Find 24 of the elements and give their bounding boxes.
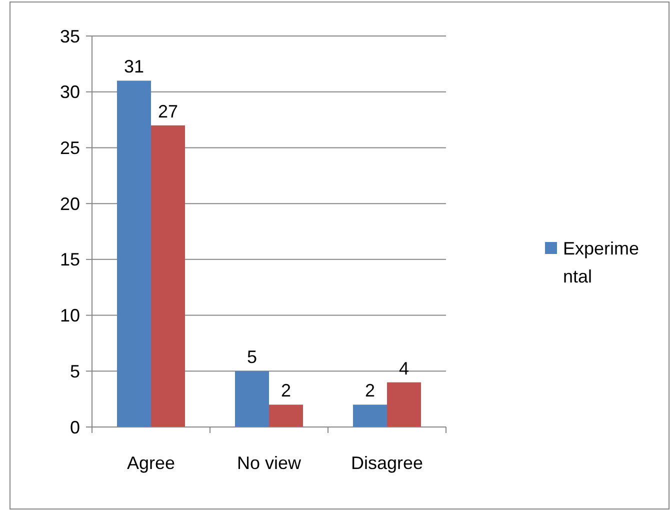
x-tick-label: Disagree (350, 453, 424, 473)
data-label: 31 (124, 56, 144, 77)
y-tick-label: 30 (60, 82, 80, 102)
x-tick-label: No view (236, 453, 302, 473)
bar (117, 80, 151, 427)
x-tick-label: Agree (126, 453, 176, 473)
bar (269, 404, 303, 427)
y-tick-label: 35 (60, 26, 80, 46)
y-tick-label: 5 (70, 361, 80, 382)
y-tick-label: 0 (70, 417, 80, 438)
data-label: 2 (364, 380, 376, 401)
bar (387, 382, 421, 427)
bar (353, 404, 387, 427)
bar (151, 125, 185, 427)
data-label: 2 (280, 380, 292, 401)
y-tick-label: 20 (60, 194, 80, 214)
y-tick-label: 10 (60, 306, 80, 326)
legend-label: Experimental (563, 238, 640, 286)
bar (235, 371, 269, 427)
y-tick-label: 25 (60, 138, 80, 158)
y-tick-label: 15 (60, 250, 80, 270)
data-label: 27 (158, 101, 178, 122)
data-label: 5 (246, 347, 258, 368)
data-label: 4 (398, 358, 410, 378)
